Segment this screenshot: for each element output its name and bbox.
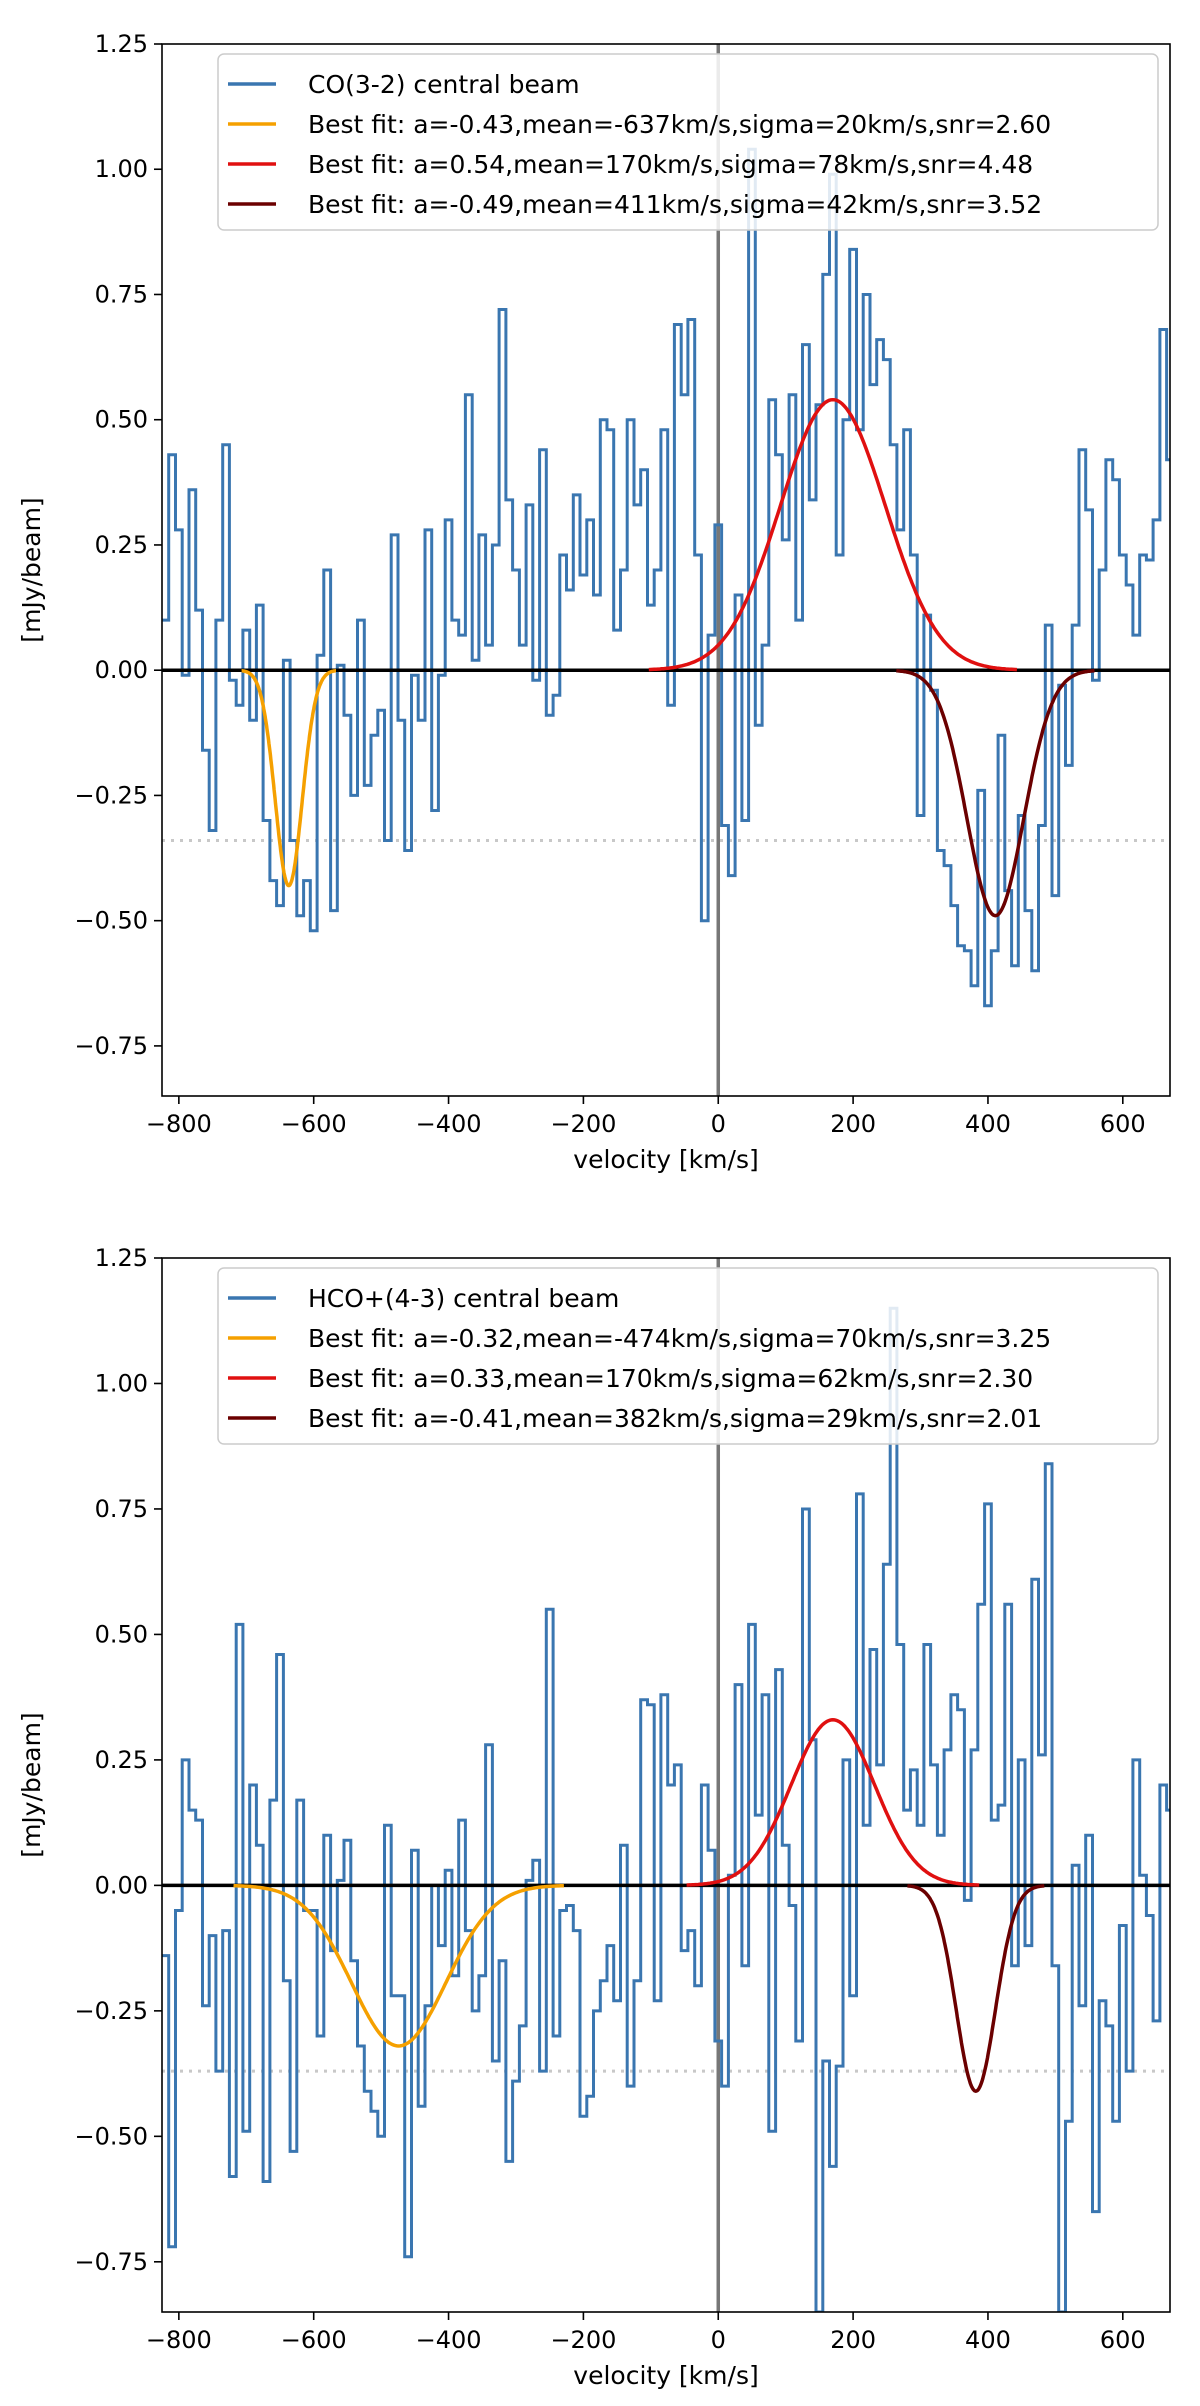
y-tick-label: −0.75 <box>74 1032 148 1060</box>
x-tick-label: −400 <box>416 2326 482 2354</box>
y-tick-label: −0.50 <box>74 907 148 935</box>
x-tick-label: −600 <box>281 2326 347 2354</box>
y-tick-label: 0.00 <box>95 656 148 684</box>
y-tick-label: 1.25 <box>95 30 148 58</box>
y-tick-label: 1.00 <box>95 155 148 183</box>
x-tick-label: 400 <box>965 1110 1011 1138</box>
legend-label-fit-1: Best fit: a=-0.32,mean=-474km/s,sigma=70… <box>308 1324 1051 1353</box>
y-tick-label: 0.50 <box>95 406 148 434</box>
x-tick-label: 0 <box>711 2326 726 2354</box>
legend-label-fit-3: Best fit: a=-0.41,mean=382km/s,sigma=29k… <box>308 1404 1042 1433</box>
axes-frame <box>161 43 1171 1097</box>
legend-label-fit-1: Best fit: a=-0.43,mean=-637km/s,sigma=20… <box>308 110 1051 139</box>
fit-curve-3 <box>896 668 1095 918</box>
y-tick-label: 0.50 <box>95 1620 148 1648</box>
y-axis-label: [mJy/beam] <box>17 497 46 642</box>
legend-label-fit-3: Best fit: a=-0.49,mean=411km/s,sigma=42k… <box>308 190 1042 219</box>
x-tick-label: −800 <box>146 1110 212 1138</box>
legend: CO(3-2) central beam Best fit: a=-0.43,me… <box>217 53 1159 231</box>
y-tick-label: 0.25 <box>95 531 148 559</box>
y-tick-label: −0.50 <box>74 2122 148 2150</box>
x-tick-label: 600 <box>1100 1110 1146 1138</box>
x-tick-label: −400 <box>416 1110 482 1138</box>
legend-label-spectrum: HCO+(4-3) central beam <box>308 1284 619 1313</box>
y-tick-label: 0.75 <box>95 280 148 308</box>
legend-label-fit-2: Best fit: a=0.54,mean=170km/s,sigma=78km… <box>308 150 1033 179</box>
x-tick-label: 200 <box>830 2326 876 2354</box>
legend-box <box>217 1267 1159 1445</box>
y-tick-label: 1.25 <box>95 1244 148 1272</box>
y-tick-label: 1.00 <box>95 1369 148 1397</box>
fit-curve-3 <box>907 1884 1045 2094</box>
x-tick-label: −600 <box>281 1110 347 1138</box>
x-tick-label: 600 <box>1100 2326 1146 2354</box>
legend: HCO+(4-3) central beam Best fit: a=-0.32,… <box>217 1267 1159 1445</box>
fit-curve-2 <box>686 1718 980 1887</box>
legend-box <box>217 53 1159 231</box>
fit-curve-1 <box>233 1883 565 2048</box>
x-axis-label: velocity [km/s] <box>573 1145 758 1174</box>
y-tick-label: 0.00 <box>95 1871 148 1899</box>
x-tick-label: 0 <box>711 1110 726 1138</box>
spectrum-line <box>162 147 1170 1008</box>
x-tick-label: −200 <box>550 2326 616 2354</box>
panel-bottom: −800 −600 −400 −200 0 200 400 600 −0.75 −0.50 −0.2… <box>17 1244 1171 2390</box>
x-tick-label: 200 <box>830 1110 876 1138</box>
x-tick-label: −800 <box>146 2326 212 2354</box>
fit-curve-2 <box>648 397 1017 672</box>
y-tick-label: −0.75 <box>74 2248 148 2276</box>
panel-top: −800 −600 −400 −200 0 200 400 600 −0.75 −0.50 −0.2… <box>17 30 1171 1174</box>
y-tick-label: 0.25 <box>95 1746 148 1774</box>
x-tick-label: −200 <box>550 1110 616 1138</box>
plot-area <box>162 1258 1170 2312</box>
y-tick-label: −0.25 <box>74 781 148 809</box>
fit-curve-1 <box>241 668 336 888</box>
y-tick-label: 0.75 <box>95 1495 148 1523</box>
axes-frame <box>161 1257 1171 2313</box>
y-axis-label: [mJy/beam] <box>17 1712 46 1857</box>
spectrum-line <box>162 1306 1170 2312</box>
y-tick-label: −0.25 <box>74 1997 148 2025</box>
x-tick-label: 400 <box>965 2326 1011 2354</box>
x-axis-label: velocity [km/s] <box>573 2361 758 2390</box>
legend-label-fit-2: Best fit: a=0.33,mean=170km/s,sigma=62km… <box>308 1364 1033 1393</box>
legend-label-spectrum: CO(3-2) central beam <box>308 70 580 99</box>
